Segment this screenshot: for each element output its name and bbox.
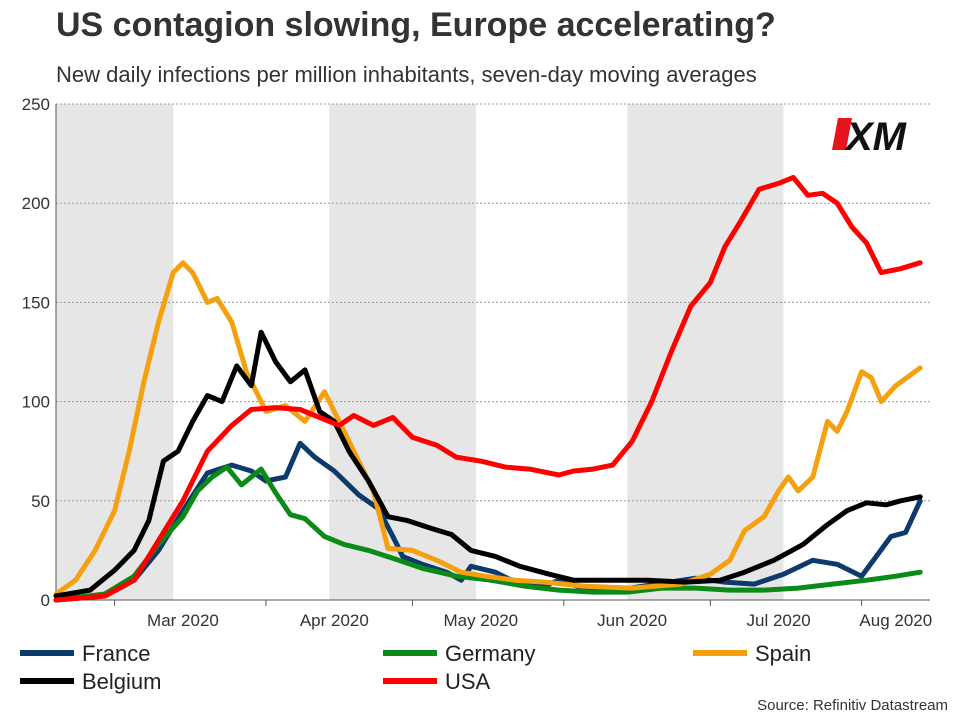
y-tick-label-100: 100 <box>22 393 50 412</box>
x-tick-label-4: Jul 2020 <box>746 611 810 630</box>
gridlines <box>56 103 930 502</box>
series-line-belgium <box>53 329 923 599</box>
x-tick-label-2: May 2020 <box>443 611 518 630</box>
x-tick-label-0: Mar 2020 <box>147 611 219 630</box>
legend-label-usa: USA <box>445 669 491 694</box>
legend-label-france: France <box>82 641 150 666</box>
series-line-usa <box>53 174 923 603</box>
chart-subtitle: New daily infections per million inhabit… <box>56 62 757 87</box>
x-tick-label-3: Jun 2020 <box>597 611 667 630</box>
x-tick-label-1: Apr 2020 <box>300 611 369 630</box>
y-tick-label-150: 150 <box>22 293 50 312</box>
series-line-france <box>53 440 923 603</box>
logo-mark-icon <box>832 118 852 150</box>
series-line-spain <box>53 260 923 597</box>
xm-logo: XM <box>832 115 908 159</box>
logo-text: XM <box>844 115 908 159</box>
y-tick-label-200: 200 <box>22 194 50 213</box>
axes: 0 50 100 150 200 250 Mar 2020 Apr 2020 May 2020 J… <box>22 95 933 630</box>
shaded-band-0 <box>56 104 174 600</box>
shaded-band-2 <box>627 104 784 600</box>
shaded-band-1 <box>329 104 476 600</box>
y-tick-label-0: 0 <box>41 591 50 610</box>
series-line-germany <box>53 464 923 603</box>
series-lines <box>53 174 923 603</box>
y-tick-label-250: 250 <box>22 95 50 114</box>
x-tick-label-5: Aug 2020 <box>859 611 932 630</box>
legend-label-spain: Spain <box>755 641 811 666</box>
y-tick-label-50: 50 <box>31 492 50 511</box>
legend: France Germany Spain Belgium USA <box>20 641 811 694</box>
source-note: Source: Refinitiv Datastream <box>757 697 948 714</box>
legend-label-belgium: Belgium <box>82 669 161 694</box>
legend-label-germany: Germany <box>445 641 535 666</box>
chart-title: US contagion slowing, Europe acceleratin… <box>56 6 776 44</box>
shaded-bands <box>56 104 784 600</box>
